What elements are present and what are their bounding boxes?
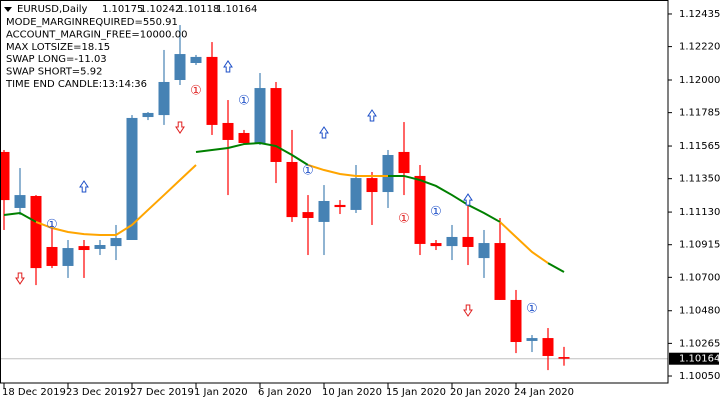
candle-body bbox=[110, 238, 122, 247]
y-tick-label: 1.12220 bbox=[679, 42, 720, 53]
candle-body bbox=[46, 246, 58, 266]
candle-body bbox=[190, 56, 202, 63]
signal-arrow-down bbox=[463, 304, 473, 317]
signal-marker: ① bbox=[190, 83, 202, 98]
y-tick-label: 1.10915 bbox=[679, 240, 720, 251]
candle-body bbox=[222, 122, 234, 140]
x-tick-label: 6 Jan 2020 bbox=[258, 387, 312, 398]
candle-body bbox=[254, 88, 266, 143]
x-tick-label: 10 Jan 2020 bbox=[322, 387, 382, 398]
y-tick-label: 1.11350 bbox=[679, 174, 720, 185]
ohlc-low: 1.10118 bbox=[178, 4, 219, 15]
candle-body bbox=[494, 243, 506, 300]
collapse-icon bbox=[4, 7, 12, 12]
info-line: SWAP SHORT=5.92 bbox=[6, 67, 102, 78]
candle-body bbox=[30, 195, 42, 269]
y-tick-label: 1.12435 bbox=[679, 9, 720, 20]
y-tick-label: 1.11130 bbox=[679, 207, 720, 218]
y-tick-label: 1.10480 bbox=[679, 306, 720, 317]
moving-average bbox=[35, 164, 549, 264]
candle-body bbox=[270, 88, 282, 162]
info-line: ACCOUNT_MARGIN_FREE=10000.00 bbox=[6, 29, 187, 40]
candle-body bbox=[414, 175, 426, 244]
candle-body bbox=[398, 151, 410, 174]
candle-body bbox=[94, 245, 106, 249]
candle-body bbox=[526, 338, 538, 341]
signal-arrow-up bbox=[319, 126, 329, 139]
plot-area: ① ① ① ① ① ① ① bbox=[0, 25, 668, 371]
x-tick-label: 27 Dec 2019 bbox=[130, 387, 194, 398]
ohlc-high: 1.10242 bbox=[140, 4, 181, 15]
signal-marker: ① bbox=[238, 93, 250, 108]
y-tick-label: 1.10265 bbox=[679, 338, 720, 349]
candle-body bbox=[174, 54, 186, 81]
candle-body bbox=[558, 357, 570, 359]
ohlc-close: 1.10164 bbox=[216, 4, 257, 15]
candle-body bbox=[62, 248, 74, 266]
candle-body bbox=[510, 299, 522, 343]
y-tick-label: 1.12000 bbox=[679, 75, 720, 86]
ohlc-open: 1.10175 bbox=[102, 4, 143, 15]
candle-body bbox=[142, 112, 154, 118]
y-tick-label: 1.11785 bbox=[679, 108, 720, 119]
candle-body bbox=[462, 236, 474, 247]
candle-body bbox=[238, 132, 250, 143]
candle-body bbox=[478, 243, 490, 259]
signal-arrow-down bbox=[175, 121, 185, 134]
signal-arrow-up bbox=[79, 180, 89, 193]
info-line: TIME END CANDLE:13:14:36 bbox=[5, 79, 147, 90]
y-tick-label: 1.10700 bbox=[679, 272, 720, 283]
x-tick-label: 1 Jan 2020 bbox=[194, 387, 248, 398]
candle-body bbox=[334, 204, 346, 208]
signal-marker: ① bbox=[46, 217, 58, 232]
candle-body bbox=[158, 81, 170, 116]
signal-arrow-down bbox=[15, 272, 25, 285]
candle-body bbox=[318, 200, 330, 222]
info-panel: EURUSD,Daily 1.10175 1.10242 1.10118 1.1… bbox=[4, 4, 257, 90]
candle-body bbox=[366, 178, 378, 193]
signal-marker: ① bbox=[302, 163, 314, 178]
x-tick-label: 15 Jan 2020 bbox=[386, 387, 446, 398]
x-tick-label: 24 Jan 2020 bbox=[514, 387, 574, 398]
candle-body bbox=[78, 246, 90, 251]
candle-body bbox=[286, 161, 298, 218]
signal-arrow-up bbox=[367, 109, 377, 122]
signal-marker: ① bbox=[526, 302, 538, 317]
signal-marker: ① bbox=[398, 212, 410, 227]
candle-body bbox=[350, 178, 362, 210]
y-tick-label: 1.10050 bbox=[679, 371, 720, 382]
info-line: MAX LOTSIZE=18.15 bbox=[6, 42, 110, 53]
candle-body bbox=[14, 195, 26, 208]
moving-average bbox=[3, 141, 565, 273]
candle-body bbox=[446, 236, 458, 247]
signal-arrow-up bbox=[223, 60, 233, 73]
x-tick-label: 23 Dec 2019 bbox=[66, 387, 130, 398]
candle-body bbox=[126, 117, 138, 241]
y-tick-label: 1.11565 bbox=[679, 141, 720, 152]
plot-border bbox=[0, 0, 669, 384]
candle-body bbox=[0, 151, 10, 201]
last-price-label: 1.10164 bbox=[679, 354, 720, 365]
last-price-box bbox=[669, 352, 719, 365]
symbol-label: EURUSD,Daily bbox=[17, 4, 88, 15]
x-tick-label: 18 Dec 2019 bbox=[2, 387, 66, 398]
x-tick-label: 20 Jan 2020 bbox=[450, 387, 510, 398]
info-line: MODE_MARGINREQUIRED=550.91 bbox=[6, 17, 178, 28]
candle-body bbox=[206, 56, 218, 125]
info-line: SWAP LONG=-11.03 bbox=[6, 54, 107, 65]
candle-body bbox=[542, 338, 554, 356]
signal-marker: ① bbox=[430, 205, 442, 220]
candle-body bbox=[302, 212, 314, 218]
signal-arrow-up bbox=[463, 193, 473, 206]
candle-body bbox=[430, 243, 442, 247]
candle-body bbox=[382, 154, 394, 193]
